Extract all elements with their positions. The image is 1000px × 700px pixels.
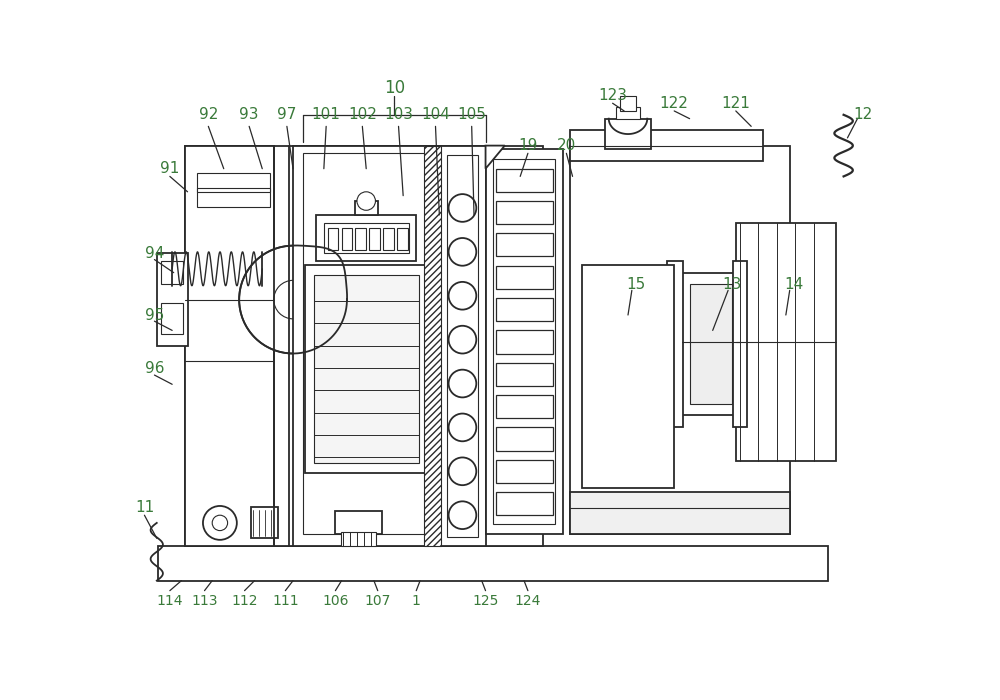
Text: 124: 124 xyxy=(515,594,541,608)
Bar xyxy=(185,146,543,546)
Bar xyxy=(496,266,553,289)
Bar xyxy=(341,532,376,546)
Bar xyxy=(582,265,674,489)
Bar xyxy=(570,492,790,535)
Text: 111: 111 xyxy=(272,594,299,608)
Bar xyxy=(736,223,836,461)
Bar xyxy=(342,228,352,250)
Bar xyxy=(161,304,183,335)
Bar xyxy=(496,428,553,451)
Text: 12: 12 xyxy=(853,107,872,122)
Bar xyxy=(355,201,378,215)
Text: 15: 15 xyxy=(626,276,645,292)
Text: 114: 114 xyxy=(157,594,183,608)
Text: 10: 10 xyxy=(384,79,405,97)
Circle shape xyxy=(449,238,476,266)
Text: 91: 91 xyxy=(160,161,180,176)
Bar xyxy=(496,201,553,224)
Text: 101: 101 xyxy=(312,107,341,122)
Bar xyxy=(251,508,278,538)
Bar xyxy=(605,119,651,150)
Circle shape xyxy=(449,501,476,529)
Bar xyxy=(496,460,553,483)
Text: 95: 95 xyxy=(145,307,164,323)
Bar xyxy=(293,146,439,546)
Bar xyxy=(355,228,366,250)
Text: 104: 104 xyxy=(421,107,450,122)
Text: 107: 107 xyxy=(365,594,391,608)
Bar xyxy=(682,272,740,415)
Text: 102: 102 xyxy=(348,107,377,122)
Bar xyxy=(496,298,553,321)
Bar xyxy=(496,169,553,192)
Text: 93: 93 xyxy=(239,107,259,122)
Bar xyxy=(424,146,441,546)
Bar xyxy=(314,275,419,463)
Bar xyxy=(197,188,270,207)
Polygon shape xyxy=(486,146,505,169)
Bar xyxy=(620,95,636,111)
Bar xyxy=(383,228,394,250)
Bar xyxy=(158,546,828,581)
Text: 94: 94 xyxy=(145,246,164,261)
Bar xyxy=(303,153,429,535)
Circle shape xyxy=(212,515,228,531)
Text: 19: 19 xyxy=(518,138,538,153)
Text: 14: 14 xyxy=(784,276,803,292)
Bar xyxy=(185,146,274,546)
Text: 1: 1 xyxy=(412,594,421,608)
Circle shape xyxy=(239,246,347,354)
Circle shape xyxy=(449,370,476,398)
Text: 11: 11 xyxy=(135,500,154,515)
Text: 121: 121 xyxy=(721,96,750,111)
Bar xyxy=(496,330,553,354)
Circle shape xyxy=(203,506,237,540)
Bar xyxy=(424,146,441,546)
Bar xyxy=(335,511,382,535)
Text: 92: 92 xyxy=(199,107,218,122)
Circle shape xyxy=(449,282,476,309)
Bar xyxy=(690,284,732,403)
Text: 103: 103 xyxy=(384,107,413,122)
Circle shape xyxy=(274,280,312,318)
Text: 97: 97 xyxy=(277,107,297,122)
Circle shape xyxy=(449,458,476,485)
Bar xyxy=(316,215,416,261)
Bar xyxy=(496,492,553,515)
Bar xyxy=(324,223,409,253)
Bar xyxy=(197,172,270,192)
Bar xyxy=(496,363,553,386)
Text: 96: 96 xyxy=(145,361,164,377)
Text: 113: 113 xyxy=(191,594,218,608)
Bar xyxy=(397,228,408,250)
Circle shape xyxy=(449,326,476,354)
Bar xyxy=(486,150,563,535)
Text: 122: 122 xyxy=(660,96,689,111)
Circle shape xyxy=(449,414,476,441)
Circle shape xyxy=(357,192,375,210)
Bar xyxy=(570,146,790,535)
Text: 123: 123 xyxy=(598,88,627,103)
Bar xyxy=(439,146,486,546)
Text: 13: 13 xyxy=(722,276,742,292)
Text: 105: 105 xyxy=(457,107,486,122)
Text: 112: 112 xyxy=(231,594,258,608)
Bar xyxy=(733,261,747,427)
Bar xyxy=(447,155,478,537)
Bar xyxy=(369,228,380,250)
Text: 20: 20 xyxy=(557,138,576,153)
Bar xyxy=(496,395,553,418)
Bar xyxy=(161,261,183,284)
Text: 106: 106 xyxy=(322,594,349,608)
Bar xyxy=(616,107,640,118)
Bar xyxy=(328,228,338,250)
Bar xyxy=(570,130,763,161)
Bar xyxy=(305,265,428,473)
Bar xyxy=(666,261,683,427)
Bar xyxy=(157,253,188,346)
Bar xyxy=(496,233,553,256)
Bar xyxy=(493,160,555,524)
Circle shape xyxy=(449,194,476,222)
Text: 125: 125 xyxy=(472,594,499,608)
